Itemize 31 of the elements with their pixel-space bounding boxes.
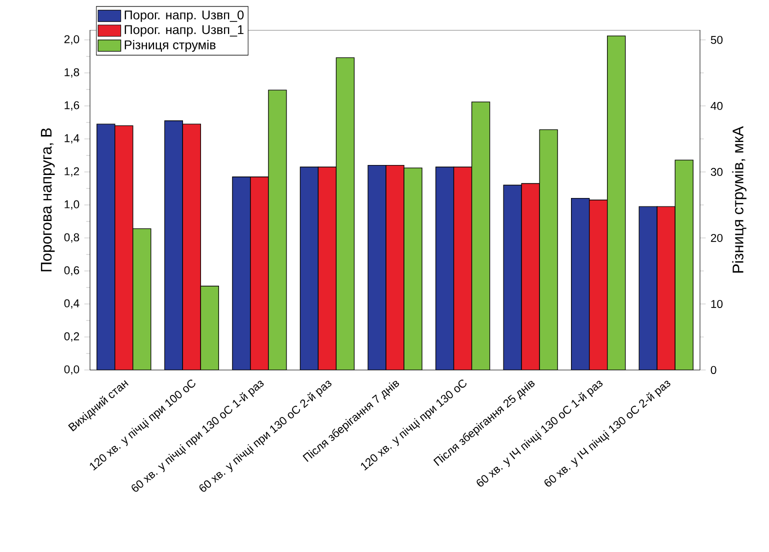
- y2-tick-label: 0: [710, 366, 716, 374]
- y-tick-label: 1,2: [64, 167, 80, 177]
- y-tick-label: 1,4: [64, 134, 80, 144]
- bar: [435, 166, 454, 370]
- bar: [232, 176, 251, 370]
- y2-tick-label: 30: [710, 168, 723, 176]
- bar: [503, 184, 522, 370]
- y2-tick-label: 10: [711, 300, 723, 308]
- y2-axis-title: Різниця струмів, мкА: [732, 126, 746, 273]
- y-axis-title: Порогова напруга, В: [40, 128, 55, 272]
- bar: [96, 124, 116, 370]
- bar: [164, 120, 184, 370]
- bar: [300, 166, 319, 370]
- y-tick-label: 2,0: [64, 35, 80, 45]
- bar: [368, 165, 386, 370]
- bar: [638, 206, 658, 370]
- y-tick-label: 1,0: [64, 200, 80, 210]
- y-tick-label: 0,0: [64, 365, 80, 375]
- bar: [570, 198, 590, 370]
- y-tick-label: 0,8: [64, 233, 80, 243]
- y-tick-label: 1,8: [64, 68, 80, 78]
- legend-label: Порог. напр. Uзвп_0: [124, 10, 244, 22]
- y2-tick-label: 40: [710, 102, 723, 110]
- y-tick-label: 0,4: [64, 299, 80, 309]
- y2-tick-label: 20: [710, 234, 723, 242]
- legend-label: Порог. напр. Uзвп_1: [124, 25, 244, 37]
- y-tick-label: 1,6: [64, 101, 80, 111]
- y-tick-label: 0,6: [64, 266, 80, 276]
- y-tick-label: 0,2: [64, 332, 80, 342]
- y2-tick-label: 50: [710, 36, 723, 44]
- legend-label: Різниця струмів: [124, 40, 216, 52]
